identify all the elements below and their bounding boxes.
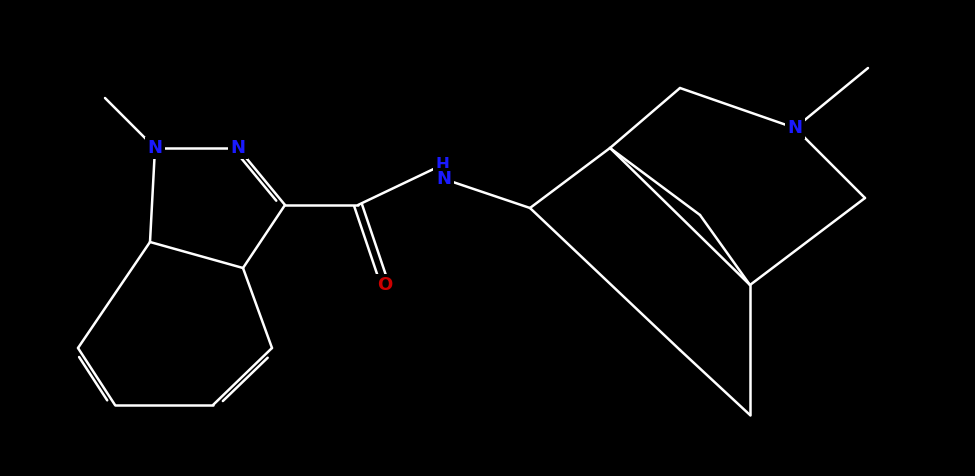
Text: N: N xyxy=(230,139,246,157)
Text: N: N xyxy=(147,139,163,157)
Text: H: H xyxy=(435,156,449,174)
Text: N: N xyxy=(788,119,802,137)
Text: N: N xyxy=(437,170,451,188)
Text: O: O xyxy=(377,276,393,294)
